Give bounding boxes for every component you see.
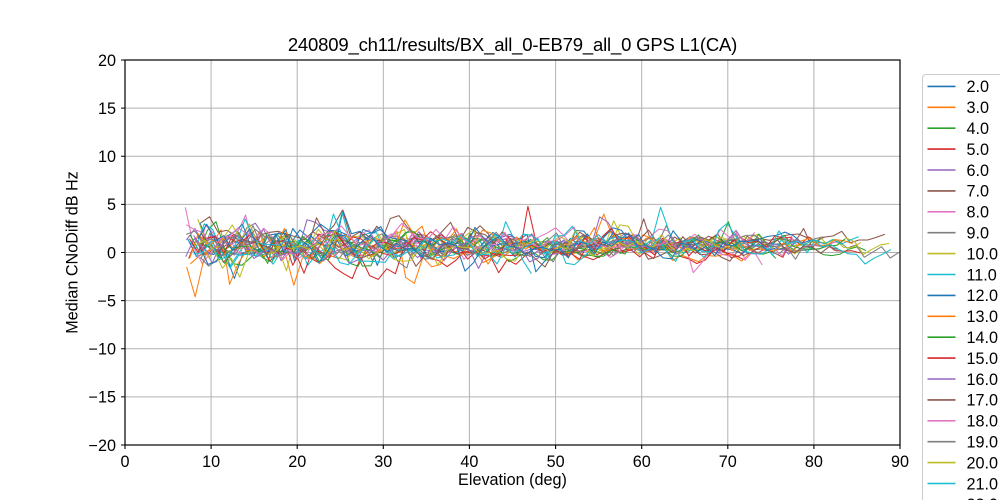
svg-text:240809_ch11/results/BX_all_0-E: 240809_ch11/results/BX_all_0-EB79_all_0 … <box>288 34 737 56</box>
svg-text:90: 90 <box>891 453 909 471</box>
svg-text:10: 10 <box>98 148 116 166</box>
svg-text:22.0: 22.0 <box>967 496 999 500</box>
svg-text:14.0: 14.0 <box>967 329 999 347</box>
svg-text:30: 30 <box>374 453 392 471</box>
svg-text:−20: −20 <box>89 437 116 455</box>
svg-text:4.0: 4.0 <box>967 120 990 138</box>
svg-text:40: 40 <box>460 453 478 471</box>
svg-text:13.0: 13.0 <box>967 308 999 326</box>
svg-text:18.0: 18.0 <box>967 413 999 431</box>
svg-text:7.0: 7.0 <box>967 183 990 201</box>
svg-text:10.0: 10.0 <box>967 245 999 263</box>
svg-text:−5: −5 <box>98 292 116 310</box>
svg-text:−10: −10 <box>89 341 116 359</box>
svg-text:0: 0 <box>120 453 129 471</box>
svg-text:9.0: 9.0 <box>967 225 990 243</box>
svg-text:Elevation (deg): Elevation (deg) <box>458 471 567 489</box>
svg-text:−15: −15 <box>89 389 116 407</box>
svg-text:10: 10 <box>202 453 220 471</box>
svg-text:60: 60 <box>633 453 651 471</box>
svg-text:12.0: 12.0 <box>967 287 999 305</box>
svg-text:11.0: 11.0 <box>967 266 997 284</box>
svg-text:15.0: 15.0 <box>967 350 999 368</box>
svg-text:2.0: 2.0 <box>967 78 990 96</box>
svg-text:70: 70 <box>719 453 737 471</box>
svg-text:15: 15 <box>98 100 116 118</box>
svg-text:Median CNoDiff dB Hz: Median CNoDiff dB Hz <box>64 171 82 334</box>
svg-text:16.0: 16.0 <box>967 371 999 389</box>
svg-text:0: 0 <box>107 244 116 262</box>
svg-text:5.0: 5.0 <box>967 141 990 159</box>
svg-text:20: 20 <box>98 52 116 70</box>
svg-text:20.0: 20.0 <box>967 454 999 472</box>
svg-text:20: 20 <box>288 453 306 471</box>
svg-text:3.0: 3.0 <box>967 99 990 117</box>
svg-text:6.0: 6.0 <box>967 162 990 180</box>
svg-text:21.0: 21.0 <box>967 475 999 493</box>
svg-text:17.0: 17.0 <box>967 392 999 410</box>
svg-text:50: 50 <box>547 453 565 471</box>
svg-text:8.0: 8.0 <box>967 204 990 222</box>
svg-text:19.0: 19.0 <box>967 434 999 452</box>
svg-text:5: 5 <box>107 196 116 214</box>
svg-text:80: 80 <box>805 453 823 471</box>
